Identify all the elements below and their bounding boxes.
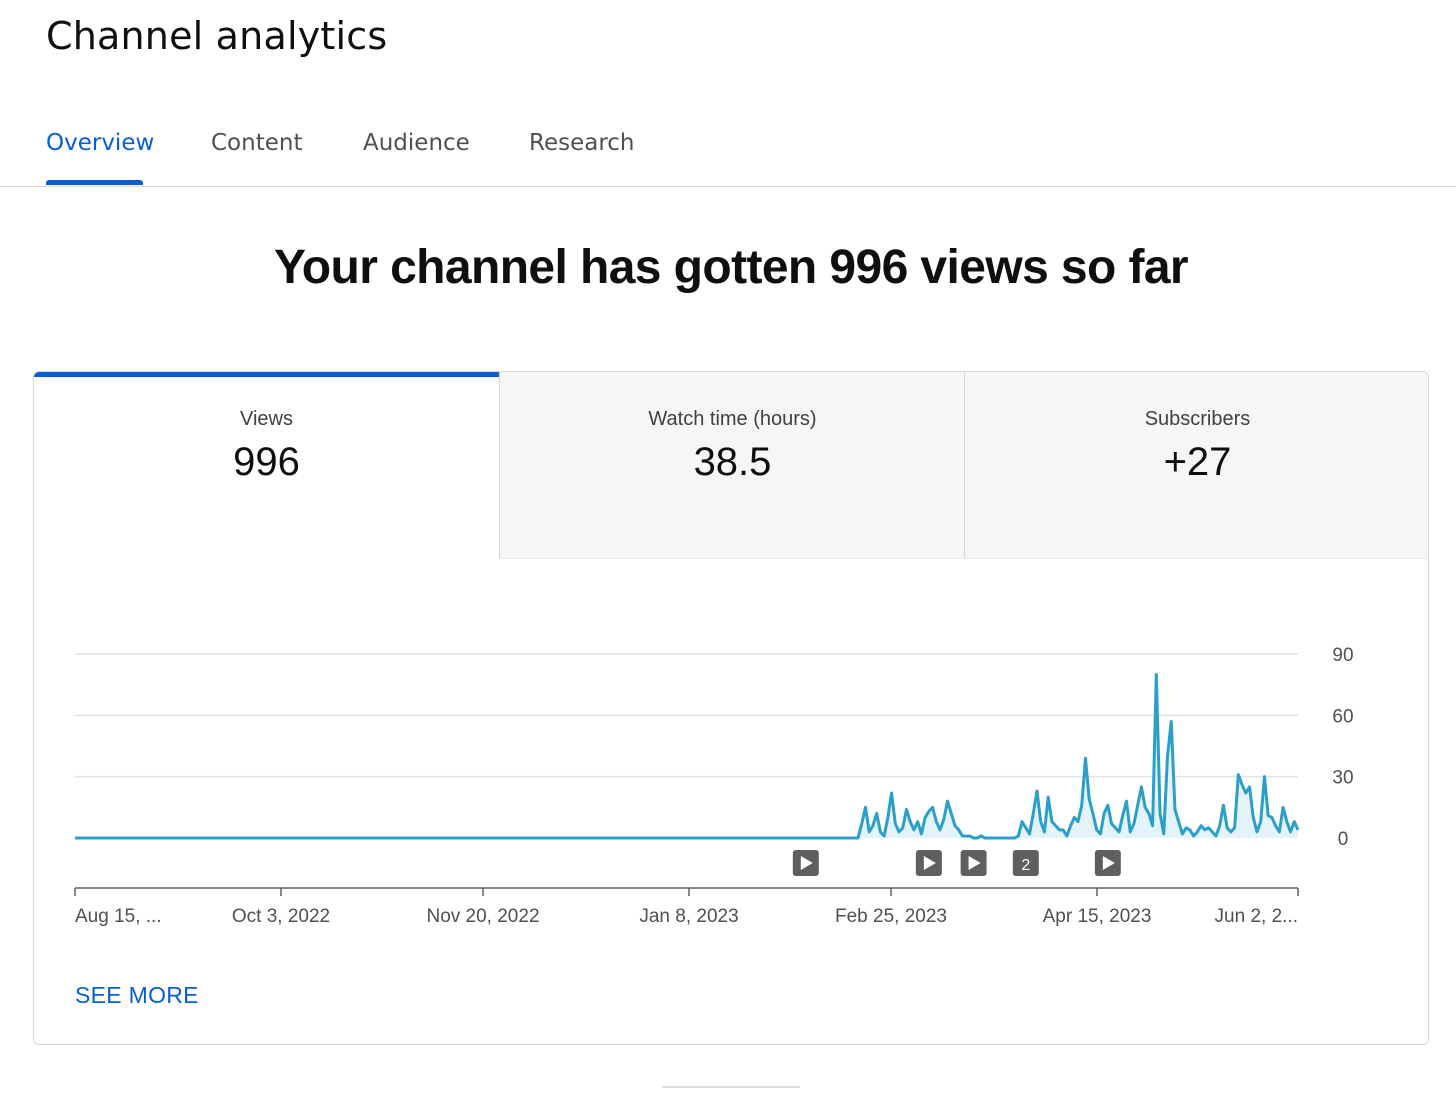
views-line-chart: 0 30 60 90 Aug 15, ... Oct 3, 2022 Nov 20, 20… xyxy=(74,645,1354,927)
marker-count-label: 2 xyxy=(1021,857,1030,874)
x-tick-label: Nov 20, 2022 xyxy=(426,906,539,927)
video-marker-play-icon[interactable] xyxy=(792,850,819,876)
page-title: Channel analytics xyxy=(46,14,388,58)
active-tab-indicator xyxy=(46,180,143,185)
play-icon xyxy=(800,856,813,870)
y-tick-label: 0 xyxy=(1338,829,1349,850)
x-tick-label: Oct 3, 2022 xyxy=(232,906,330,927)
metric-tab-views[interactable]: Views 996 xyxy=(34,372,499,559)
headline: Your channel has gotten 996 views so far xyxy=(273,241,1189,294)
bottom-divider xyxy=(662,1086,800,1088)
metric-value: 996 xyxy=(233,440,300,484)
tab-bar: Overview Content Audience Research xyxy=(0,100,1456,187)
play-icon xyxy=(1102,856,1115,870)
metric-tab-watch-time[interactable]: Watch time (hours) 38.5 xyxy=(499,372,965,559)
y-tick-label: 90 xyxy=(1332,645,1353,666)
video-marker-count[interactable]: 2 xyxy=(1012,850,1039,876)
metric-label: Watch time (hours) xyxy=(648,408,817,430)
metric-active-indicator xyxy=(34,372,499,377)
views-series-line xyxy=(75,672,1300,840)
x-tick-label: Apr 15, 2023 xyxy=(1043,906,1152,927)
video-marker-play-icon[interactable] xyxy=(960,850,987,876)
tab-overview[interactable]: Overview xyxy=(46,130,155,156)
x-tick-label: Jan 8, 2023 xyxy=(639,906,738,927)
views-area-fill xyxy=(75,674,1298,838)
x-tick-label: Jun 2, 2... xyxy=(1215,906,1298,927)
x-tick-label: Aug 15, ... xyxy=(75,906,162,927)
y-tick-label: 60 xyxy=(1332,706,1353,727)
tab-audience[interactable]: Audience xyxy=(363,130,470,156)
play-icon xyxy=(968,856,981,870)
metric-value: 38.5 xyxy=(693,440,772,484)
analytics-card: Views 996 Watch time (hours) 38.5 Subscr… xyxy=(33,371,1429,1045)
metric-label: Views xyxy=(240,408,293,430)
video-marker-play-icon[interactable] xyxy=(1094,850,1121,876)
play-icon xyxy=(923,856,936,870)
tab-content[interactable]: Content xyxy=(211,130,303,156)
tab-research[interactable]: Research xyxy=(529,130,635,156)
metric-value: +27 xyxy=(1163,440,1232,484)
metric-tab-subscribers[interactable]: Subscribers +27 xyxy=(964,372,1428,559)
video-marker-play-icon[interactable] xyxy=(915,850,942,876)
x-tick-label: Feb 25, 2023 xyxy=(835,906,947,927)
see-more-link[interactable]: SEE MORE xyxy=(75,982,199,1008)
y-tick-label: 30 xyxy=(1332,768,1353,789)
metric-label: Subscribers xyxy=(1144,408,1251,430)
